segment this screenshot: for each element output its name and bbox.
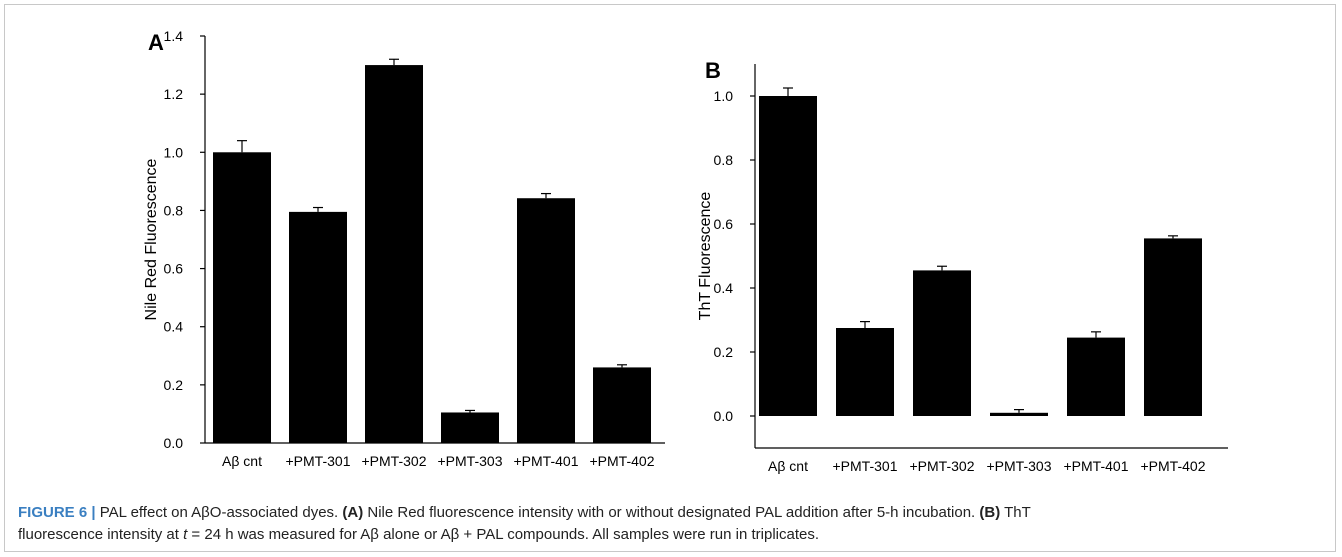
panel-a-y-tick-label: 0.0 bbox=[164, 435, 184, 451]
panel-b-bar bbox=[759, 96, 817, 416]
panel-b-bar bbox=[1144, 238, 1202, 416]
panel-b-y-tick-label: 0.8 bbox=[714, 152, 734, 168]
caption-tag-b: (B) bbox=[979, 504, 1001, 521]
caption-text: ThT bbox=[1000, 504, 1031, 521]
panel-a-y-tick-label: 0.4 bbox=[164, 319, 184, 335]
panel-a-x-tick-label: +PMT-303 bbox=[438, 453, 503, 469]
panel-b-x-tick-label: +PMT-303 bbox=[987, 458, 1052, 474]
caption-tag-a: (A) bbox=[342, 504, 364, 521]
panel-a-y-tick-label: 0.6 bbox=[164, 261, 184, 277]
panel-a-y-tick-label: 1.4 bbox=[164, 28, 184, 44]
panel-a-bar bbox=[441, 412, 499, 443]
panel-b-bar bbox=[913, 270, 971, 416]
caption-text: fluorescence intensity at bbox=[18, 526, 184, 543]
caption-text: Nile Red fluorescence intensity with or … bbox=[363, 504, 980, 521]
panel-a-y-tick-label: 0.2 bbox=[164, 377, 184, 393]
panel-b-x-tick-label: +PMT-402 bbox=[1141, 458, 1206, 474]
panel-b-y-axis-label: ThT Fluorescence bbox=[697, 192, 714, 321]
panel-a-y-tick-label: 1.2 bbox=[164, 86, 184, 102]
figure-frame bbox=[4, 4, 1336, 552]
panel-b-x-tick-label: Aβ cnt bbox=[768, 458, 808, 474]
panel-b-label: B bbox=[705, 58, 721, 83]
panel-b-y-tick-label: 0.2 bbox=[714, 344, 734, 360]
panel-b-x-tick-label: +PMT-401 bbox=[1064, 458, 1129, 474]
caption-text: PAL effect on AβO-associated dyes. bbox=[95, 504, 343, 521]
panel-b-bar bbox=[990, 412, 1048, 416]
figure-charts: 0.0 0.2 0.4 0.6 0.8 1.0 1.2 1.4 Nile Red Fluores… bbox=[143, 28, 1228, 474]
panel-b-bar bbox=[836, 328, 894, 416]
panel-a-x-tick-label: +PMT-301 bbox=[286, 453, 351, 469]
panel-a-label: A bbox=[148, 30, 164, 55]
panel-b-y-tick-label: 0.4 bbox=[714, 280, 734, 296]
caption-text: = 24 h was measured for Aβ alone or Aβ +… bbox=[187, 526, 820, 543]
caption-line-2: fluorescence intensity at t = 24 h was m… bbox=[18, 524, 1318, 546]
panel-a-bar bbox=[593, 367, 651, 443]
figure-label: FIGURE 6 | bbox=[18, 504, 96, 521]
panel-a-y-axis-label: Nile Red Fluorescence bbox=[143, 158, 160, 320]
panel-b-x-tick-label: +PMT-301 bbox=[833, 458, 898, 474]
panel-a-y-tick-label: 0.8 bbox=[164, 202, 184, 218]
panel-a-bar bbox=[213, 152, 271, 444]
panel-a-x-tick-label: +PMT-302 bbox=[362, 453, 427, 469]
panel-a-bar bbox=[517, 198, 575, 443]
panel-a-x-tick-label: +PMT-402 bbox=[590, 453, 655, 469]
caption-variable: t bbox=[183, 526, 188, 543]
figure-caption: FIGURE 6 | PAL effect on AβO-associated … bbox=[18, 502, 1318, 546]
panel-a-x-tick-label: +PMT-401 bbox=[514, 453, 579, 469]
panel-b-bar bbox=[1067, 337, 1125, 416]
panel-a-bar bbox=[365, 65, 423, 444]
panel-a-y-tick-label: 1.0 bbox=[164, 144, 184, 160]
panel-b-y-tick-label: 0.6 bbox=[714, 216, 734, 232]
panel-b-x-tick-label: +PMT-302 bbox=[910, 458, 975, 474]
panel-b-y-tick-label: 1.0 bbox=[714, 88, 734, 104]
panel-a-bar bbox=[289, 211, 347, 443]
caption-line-1: FIGURE 6 | PAL effect on AβO-associated … bbox=[18, 502, 1318, 524]
panel-a-x-tick-label: Aβ cnt bbox=[222, 453, 262, 469]
panel-b-y-tick-label: 0.0 bbox=[714, 408, 734, 424]
